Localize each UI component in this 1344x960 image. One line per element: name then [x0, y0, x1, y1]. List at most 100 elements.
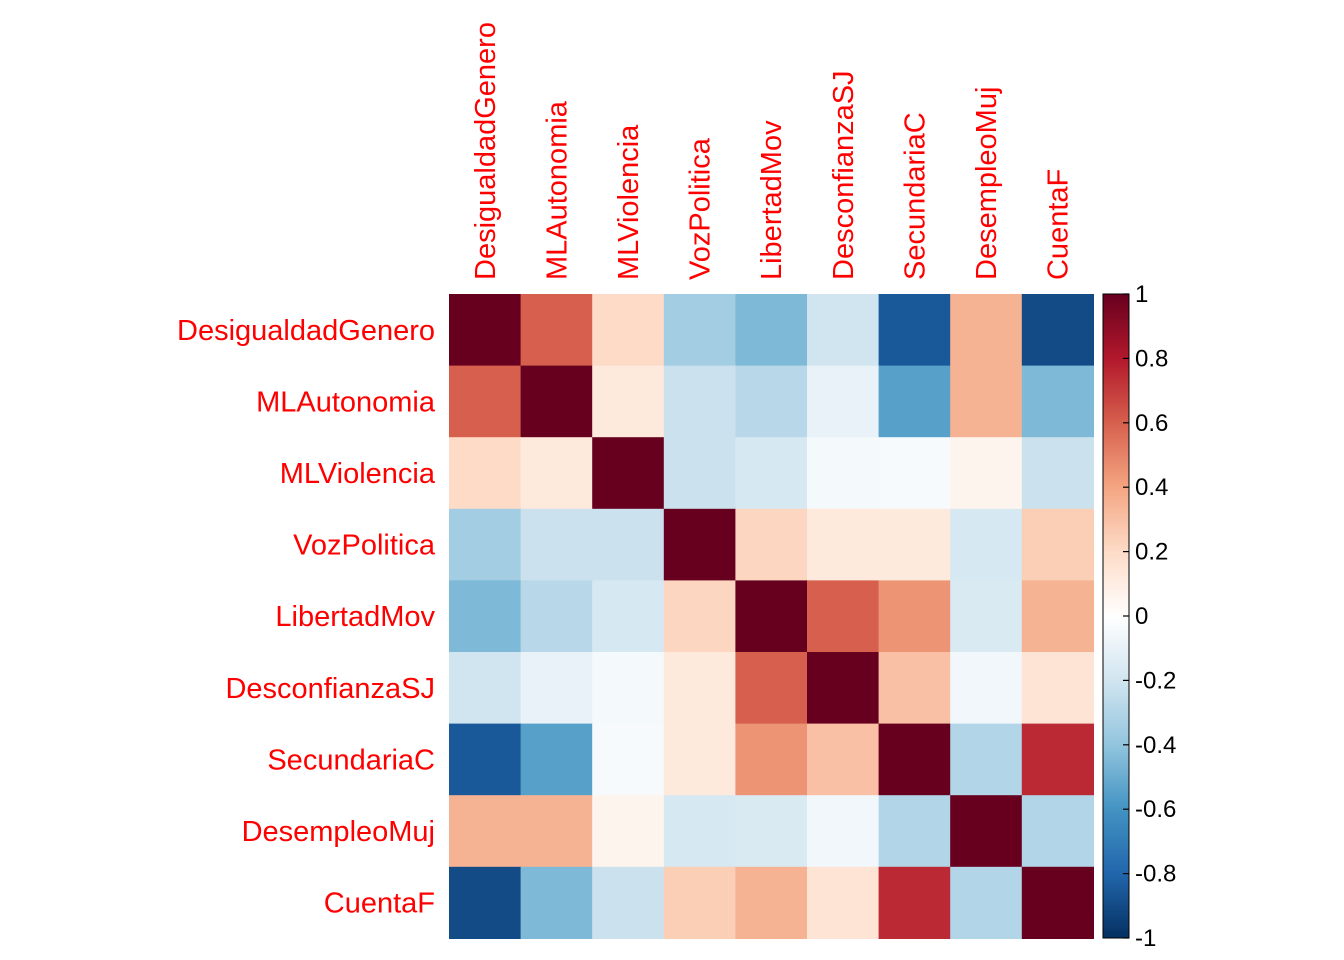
heatmap-cell-MLAutonomia-DesconfianzaSJ [807, 365, 880, 438]
heatmap-cell-MLViolencia-DesconfianzaSJ [807, 437, 880, 510]
heatmap-cell-DesempleoMuj-CuentaF [1021, 795, 1094, 868]
heatmap-cell-VozPolitica-CuentaF [1021, 508, 1094, 581]
heatmap-cells [449, 294, 1094, 939]
heatmap-cell-DesigualdadGenero-DesempleoMuj [950, 294, 1023, 367]
heatmap-cell-MLViolencia-MLViolencia [592, 437, 665, 510]
row-label-CuentaF: CuentaF [324, 888, 435, 920]
colorbar-tick-label: 0.8 [1135, 345, 1168, 372]
column-labels: DesigualdadGenero MLAutonomia MLViolencia V… [470, 22, 1075, 280]
row-label-LibertadMov: LibertadMov [275, 601, 435, 633]
heatmap-cell-LibertadMov-VozPolitica [663, 580, 736, 653]
heatmap-cell-DesconfianzaSJ-LibertadMov [735, 652, 808, 725]
row-label-MLViolencia: MLViolencia [280, 458, 436, 490]
colorbar-tick-label: -0.4 [1135, 732, 1176, 759]
row-label-DesconfianzaSJ: DesconfianzaSJ [225, 673, 435, 705]
column-label-SecundariaC: SecundariaC [899, 112, 931, 280]
heatmap-cell-DesigualdadGenero-DesigualdadGenero [449, 294, 522, 367]
heatmap-cell-CuentaF-SecundariaC [878, 866, 951, 939]
heatmap-cell-MLAutonomia-SecundariaC [878, 365, 951, 438]
heatmap-cell-CuentaF-DesigualdadGenero [449, 866, 522, 939]
colorbar-tick-label: -0.6 [1135, 796, 1176, 823]
heatmap-cell-SecundariaC-DesigualdadGenero [449, 723, 522, 796]
heatmap-cell-SecundariaC-MLAutonomia [520, 723, 593, 796]
heatmap-cell-VozPolitica-MLViolencia [592, 508, 665, 581]
heatmap-cell-CuentaF-VozPolitica [663, 866, 736, 939]
colorbar: 1 0.8 0.6 0.4 0.2 0 -0.2 -0.4 -0.6 -0.8 -1 [1102, 281, 1176, 952]
heatmap-cell-MLViolencia-SecundariaC [878, 437, 951, 510]
heatmap-cell-MLViolencia-CuentaF [1021, 437, 1094, 510]
heatmap-cell-MLAutonomia-CuentaF [1021, 365, 1094, 438]
heatmap-cell-SecundariaC-MLViolencia [592, 723, 665, 796]
heatmap-cell-SecundariaC-CuentaF [1021, 723, 1094, 796]
heatmap-cell-SecundariaC-VozPolitica [663, 723, 736, 796]
column-label-CuentaF: CuentaF [1043, 169, 1075, 280]
heatmap-cell-LibertadMov-MLViolencia [592, 580, 665, 653]
heatmap-cell-DesempleoMuj-MLAutonomia [520, 795, 593, 868]
heatmap-cell-LibertadMov-CuentaF [1021, 580, 1094, 653]
heatmap-cell-MLAutonomia-VozPolitica [663, 365, 736, 438]
heatmap-cell-DesconfianzaSJ-DesempleoMuj [950, 652, 1023, 725]
heatmap-cell-VozPolitica-SecundariaC [878, 508, 951, 581]
heatmap-cell-VozPolitica-DesconfianzaSJ [807, 508, 880, 581]
row-label-DesigualdadGenero: DesigualdadGenero [177, 315, 435, 347]
heatmap-cell-DesempleoMuj-DesempleoMuj [950, 795, 1023, 868]
heatmap-cell-MLAutonomia-LibertadMov [735, 365, 808, 438]
heatmap-cell-DesconfianzaSJ-DesigualdadGenero [449, 652, 522, 725]
heatmap-cell-DesigualdadGenero-VozPolitica [663, 294, 736, 367]
heatmap-cell-MLViolencia-LibertadMov [735, 437, 808, 510]
column-label-VozPolitica: VozPolitica [685, 137, 717, 280]
heatmap-cell-DesigualdadGenero-SecundariaC [878, 294, 951, 367]
heatmap-cell-CuentaF-LibertadMov [735, 866, 808, 939]
heatmap-cell-SecundariaC-SecundariaC [878, 723, 951, 796]
column-label-MLAutonomia: MLAutonomia [541, 100, 573, 280]
heatmap-cell-VozPolitica-DesigualdadGenero [449, 508, 522, 581]
heatmap-cell-SecundariaC-LibertadMov [735, 723, 808, 796]
heatmap-cell-DesconfianzaSJ-MLViolencia [592, 652, 665, 725]
heatmap-cell-MLViolencia-DesigualdadGenero [449, 437, 522, 510]
column-label-DesconfianzaSJ: DesconfianzaSJ [828, 70, 860, 280]
colorbar-ticks: 1 0.8 0.6 0.4 0.2 0 -0.2 -0.4 -0.6 -0.8 -1 [1123, 281, 1176, 952]
row-label-SecundariaC: SecundariaC [267, 744, 435, 776]
colorbar-tick-label: -1 [1135, 925, 1156, 952]
heatmap-cell-DesconfianzaSJ-VozPolitica [663, 652, 736, 725]
heatmap-cell-DesigualdadGenero-DesconfianzaSJ [807, 294, 880, 367]
heatmap-cell-DesconfianzaSJ-MLAutonomia [520, 652, 593, 725]
colorbar-tick-label: 0.4 [1135, 474, 1168, 501]
heatmap-cell-DesconfianzaSJ-CuentaF [1021, 652, 1094, 725]
heatmap-cell-DesigualdadGenero-MLAutonomia [520, 294, 593, 367]
heatmap-cell-MLViolencia-MLAutonomia [520, 437, 593, 510]
column-label-DesempleoMuj: DesempleoMuj [971, 87, 1003, 280]
heatmap-cell-DesigualdadGenero-MLViolencia [592, 294, 665, 367]
colorbar-tick-label: 0.6 [1135, 410, 1168, 437]
row-labels: DesigualdadGenero MLAutonomia MLViolencia V… [177, 315, 436, 920]
heatmap-cell-MLAutonomia-DesigualdadGenero [449, 365, 522, 438]
heatmap-cell-DesempleoMuj-DesconfianzaSJ [807, 795, 880, 868]
heatmap-cell-DesigualdadGenero-CuentaF [1021, 294, 1094, 367]
heatmap-cell-LibertadMov-DesigualdadGenero [449, 580, 522, 653]
heatmap-cell-LibertadMov-DesconfianzaSJ [807, 580, 880, 653]
heatmap-cell-MLAutonomia-DesempleoMuj [950, 365, 1023, 438]
heatmap-cell-DesempleoMuj-VozPolitica [663, 795, 736, 868]
heatmap-cell-LibertadMov-MLAutonomia [520, 580, 593, 653]
heatmap-cell-MLAutonomia-MLAutonomia [520, 365, 593, 438]
heatmap-cell-DesconfianzaSJ-SecundariaC [878, 652, 951, 725]
row-label-DesempleoMuj: DesempleoMuj [242, 816, 435, 848]
row-label-MLAutonomia: MLAutonomia [256, 386, 436, 418]
heatmap-cell-DesempleoMuj-MLViolencia [592, 795, 665, 868]
heatmap-cell-LibertadMov-DesempleoMuj [950, 580, 1023, 653]
column-label-DesigualdadGenero: DesigualdadGenero [470, 22, 502, 280]
heatmap-cell-VozPolitica-DesempleoMuj [950, 508, 1023, 581]
heatmap-cell-DesempleoMuj-SecundariaC [878, 795, 951, 868]
colorbar-tick-label: 0 [1135, 603, 1148, 630]
heatmap-cell-CuentaF-DesempleoMuj [950, 866, 1023, 939]
heatmap-cell-SecundariaC-DesconfianzaSJ [807, 723, 880, 796]
colorbar-tick-label: -0.2 [1135, 667, 1176, 694]
heatmap-cell-DesigualdadGenero-LibertadMov [735, 294, 808, 367]
heatmap-cell-DesempleoMuj-LibertadMov [735, 795, 808, 868]
row-label-VozPolitica: VozPolitica [293, 530, 436, 562]
colorbar-tick-label: 0.2 [1135, 539, 1168, 566]
heatmap-cell-CuentaF-MLViolencia [592, 866, 665, 939]
heatmap-cell-CuentaF-DesconfianzaSJ [807, 866, 880, 939]
heatmap-cell-MLViolencia-VozPolitica [663, 437, 736, 510]
